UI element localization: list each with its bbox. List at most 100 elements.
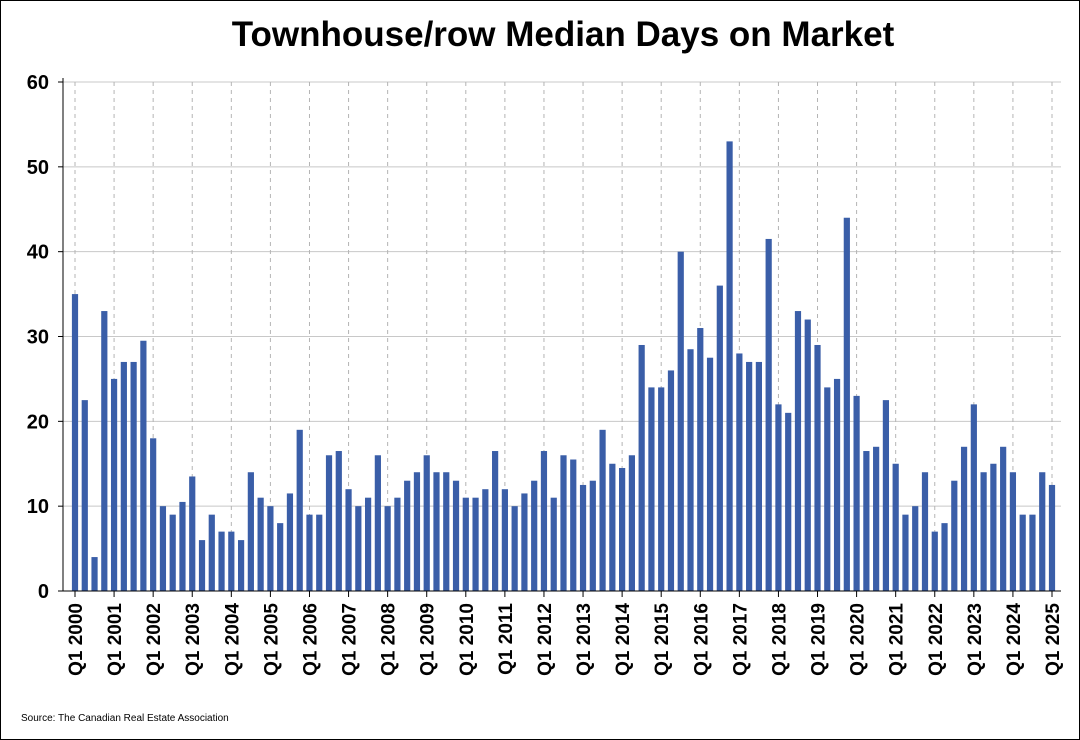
bar — [472, 497, 479, 591]
bar — [794, 311, 802, 591]
bar — [1019, 514, 1026, 591]
bar — [843, 217, 850, 591]
bar — [970, 404, 977, 591]
bar — [833, 378, 841, 591]
bar — [619, 467, 626, 591]
bar — [452, 480, 460, 591]
bar — [1009, 472, 1017, 591]
bar — [511, 506, 518, 591]
bar — [237, 540, 245, 591]
bar — [159, 506, 167, 591]
y-tick-label: 10 — [27, 496, 49, 518]
bar — [296, 429, 303, 591]
bar — [404, 480, 411, 591]
x-tick-label: Q1 2018 — [769, 603, 790, 676]
x-tick-label: Q1 2019 — [809, 603, 830, 676]
x-tick-label: Q1 2012 — [535, 603, 556, 676]
bar — [853, 395, 860, 591]
x-tick-label: Q1 2010 — [457, 603, 478, 676]
x-tick-label: Q1 2008 — [379, 603, 400, 676]
bar — [980, 472, 987, 591]
x-tick-label: Q1 2007 — [340, 603, 361, 676]
bar — [316, 514, 323, 591]
x-tick-label: Q1 2025 — [1043, 603, 1064, 676]
bar — [814, 344, 821, 591]
bar — [765, 238, 772, 592]
bar — [804, 319, 811, 591]
bar — [824, 387, 831, 591]
bar — [716, 285, 723, 591]
bar — [990, 463, 997, 591]
bar — [755, 361, 762, 591]
x-tick-label: Q1 2000 — [66, 603, 87, 676]
bar — [81, 400, 88, 591]
bar — [130, 361, 137, 591]
bar — [413, 472, 421, 591]
x-tick-label: Q1 2003 — [183, 603, 204, 676]
bar — [540, 451, 548, 591]
bar — [882, 400, 890, 591]
bar — [384, 506, 391, 591]
bar — [1039, 472, 1046, 591]
bar — [902, 514, 909, 591]
x-tick-label: Q1 2014 — [613, 603, 634, 676]
x-tick-label: Q1 2005 — [261, 603, 282, 676]
bar — [482, 489, 489, 591]
x-tick-label: Q1 2017 — [730, 603, 751, 676]
x-tick-label: Q1 2002 — [144, 603, 165, 676]
bar — [736, 353, 743, 591]
bar — [365, 497, 372, 591]
bar — [345, 489, 352, 591]
x-tick-label: Q1 2009 — [418, 603, 439, 676]
bar — [286, 493, 294, 591]
bar — [599, 429, 606, 591]
bar — [169, 514, 176, 591]
bar — [198, 540, 206, 591]
x-tick-label: Q1 2021 — [887, 603, 908, 676]
y-tick-label: 60 — [27, 72, 49, 94]
bar — [697, 328, 704, 591]
bar — [257, 497, 264, 591]
bar — [228, 531, 235, 591]
bar — [570, 459, 577, 591]
bar — [746, 361, 753, 591]
bar — [140, 340, 147, 591]
bar — [150, 438, 157, 591]
bar — [658, 387, 665, 591]
bar — [667, 370, 675, 591]
bar — [775, 404, 782, 591]
bar — [306, 514, 313, 591]
bar — [492, 451, 499, 591]
bar — [1000, 446, 1007, 591]
bar — [521, 493, 528, 591]
bar — [648, 387, 655, 591]
bar — [960, 446, 968, 591]
bar — [101, 311, 108, 591]
bar — [873, 446, 880, 591]
bar — [501, 489, 508, 591]
bar — [218, 531, 225, 591]
bar — [189, 476, 196, 591]
bar — [785, 412, 792, 591]
y-tick-label: 40 — [27, 242, 49, 264]
x-tick-label: Q1 2020 — [848, 603, 869, 676]
bar — [531, 480, 538, 591]
bar — [912, 506, 919, 591]
bar — [208, 514, 215, 591]
y-tick-label: 20 — [27, 411, 49, 433]
bar — [325, 455, 333, 591]
x-tick-label: Q1 2024 — [1004, 603, 1025, 676]
bar — [609, 463, 616, 591]
bar — [628, 455, 635, 591]
bar — [110, 378, 118, 591]
bar — [677, 251, 684, 591]
bar — [277, 523, 284, 591]
x-tick-label: Q1 2006 — [300, 603, 321, 676]
bar — [374, 455, 381, 591]
bar — [71, 294, 79, 591]
x-tick-label: Q1 2004 — [222, 603, 243, 676]
bar — [931, 531, 938, 591]
bar — [638, 344, 645, 591]
